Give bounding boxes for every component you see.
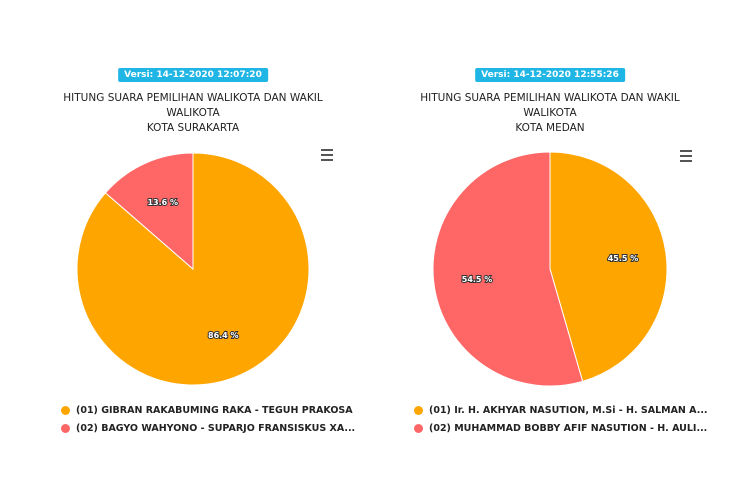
legend-item[interactable]: (02) MUHAMMAD BOBBY AFIF NASUTION - H. A… xyxy=(414,423,707,434)
legend-dot xyxy=(61,406,70,415)
legend-dot xyxy=(414,406,423,415)
legend-dot xyxy=(414,424,423,433)
pie-slice xyxy=(549,151,668,382)
chart-title: HITUNG SUARA PEMILIHAN WALIKOTA DAN WAKI… xyxy=(420,91,680,136)
data-label: 45.5 % xyxy=(608,254,639,263)
title-text: HITUNG SUARA PEMILIHAN WALIKOTA DAN WAKI… xyxy=(420,92,680,119)
pie-slice xyxy=(104,152,194,271)
version-badge: Versi: 14-12-2020 12:07:20 xyxy=(118,68,268,82)
menu-icon[interactable] xyxy=(321,149,333,161)
legend-item[interactable]: (01) Ir. H. AKHYAR NASUTION, M.Si - H. S… xyxy=(414,405,708,416)
pie-slice xyxy=(432,151,584,387)
legend-label: (02) MUHAMMAD BOBBY AFIF NASUTION - H. A… xyxy=(429,423,708,434)
data-label: 54.5 % xyxy=(462,275,493,284)
title-text: HITUNG SUARA PEMILIHAN WALIKOTA DAN WAKI… xyxy=(63,92,323,119)
legend-label: (01) GIBRAN RAKABUMING RAKA - TEGUH PRAK… xyxy=(76,405,353,416)
data-label: 86.4 % xyxy=(208,331,239,340)
legend-item[interactable]: (02) BAGYO WAHYONO - SUPARJO FRANSISKUS … xyxy=(61,423,355,434)
legend-label: (01) Ir. H. AKHYAR NASUTION, M.Si - H. S… xyxy=(429,405,708,416)
legend-label: (02) BAGYO WAHYONO - SUPARJO FRANSISKUS … xyxy=(76,423,356,434)
chart-title: HITUNG SUARA PEMILIHAN WALIKOTA DAN WAKI… xyxy=(63,91,323,136)
menu-icon[interactable] xyxy=(680,150,692,162)
legend-item[interactable]: (01) GIBRAN RAKABUMING RAKA - TEGUH PRAK… xyxy=(61,405,353,416)
data-label: 13.6 % xyxy=(147,198,178,207)
subtitle-text: KOTA SURAKARTA xyxy=(146,122,240,134)
subtitle-text: KOTA MEDAN xyxy=(515,122,585,134)
version-badge: Versi: 14-12-2020 12:55:26 xyxy=(475,68,625,82)
legend-dot xyxy=(61,424,70,433)
